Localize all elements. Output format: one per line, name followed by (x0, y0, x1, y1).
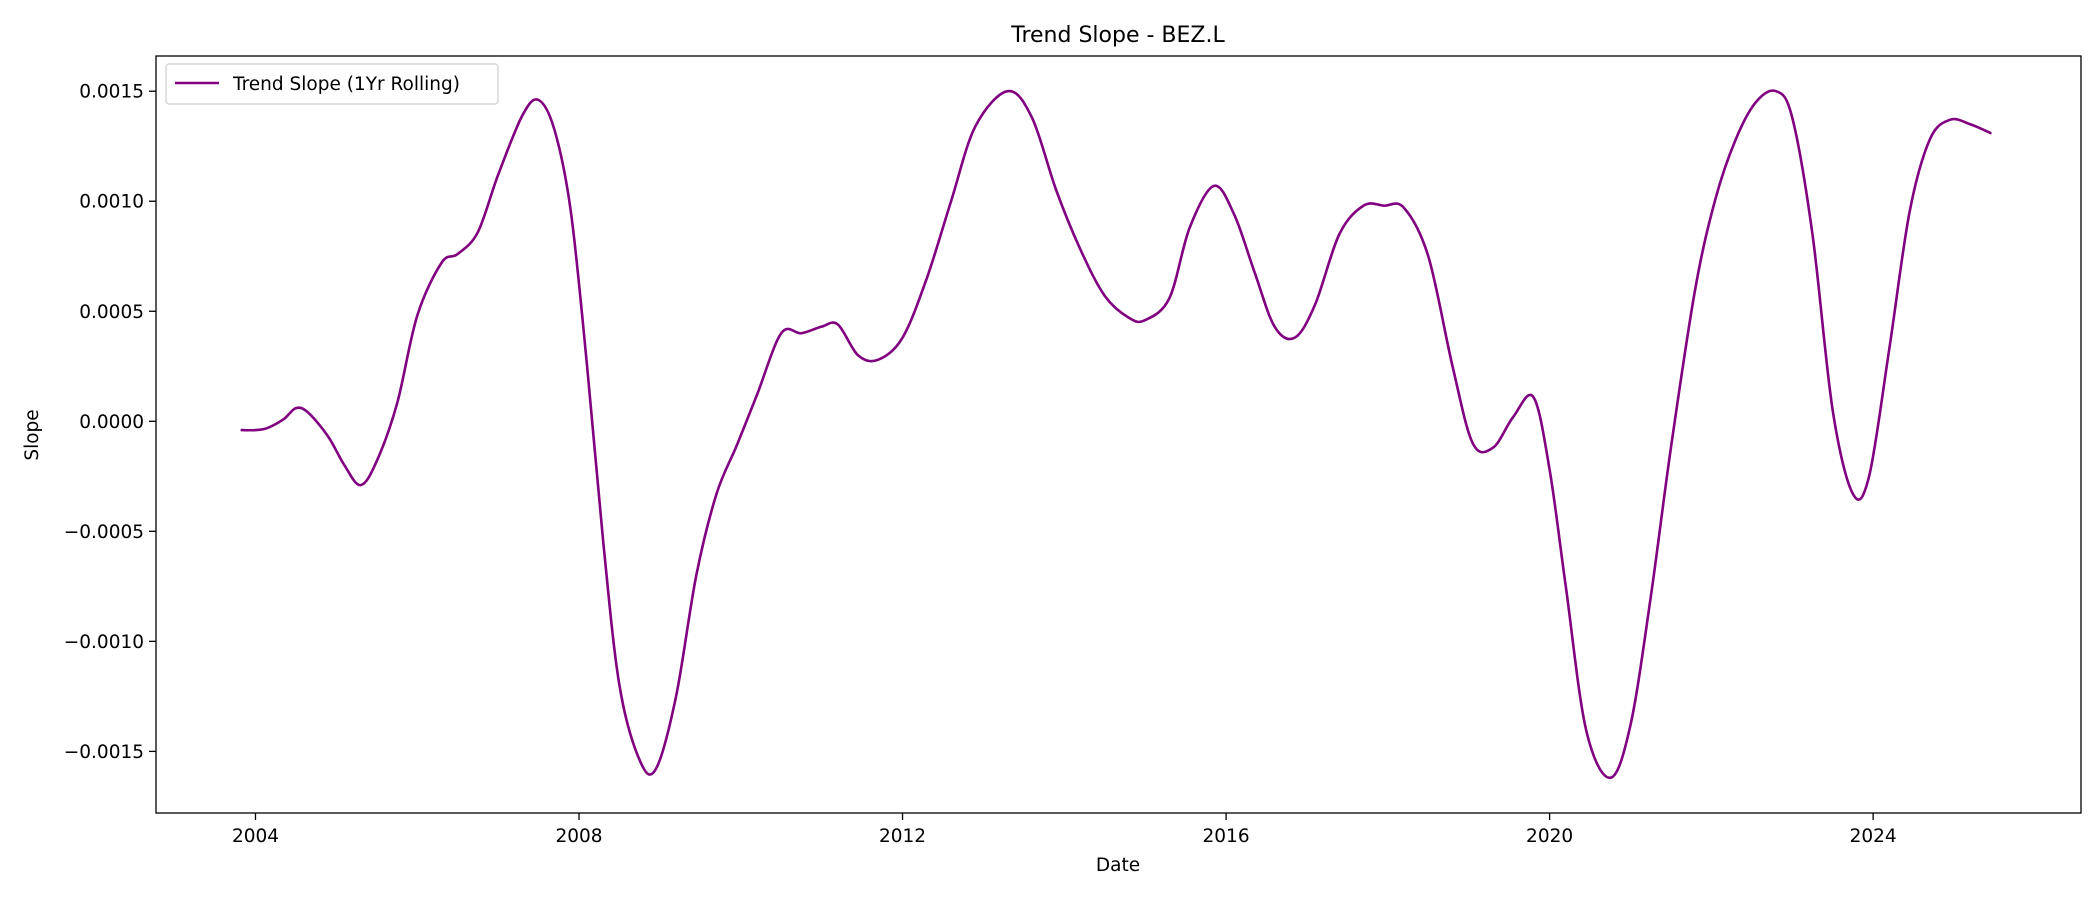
y-tick-label: −0.0010 (64, 632, 144, 653)
y-tick-label: 0.0010 (79, 192, 144, 213)
x-tick-label: 2008 (555, 826, 602, 847)
x-tick-label: 2016 (1203, 826, 1250, 847)
plot-frame (155, 55, 2082, 814)
chart-title: Trend Slope - BEZ.L (1010, 23, 1225, 48)
y-tick-label: 0.0015 (79, 82, 144, 103)
series-line-0 (240, 89, 1992, 780)
y-axis-title: Slope (22, 409, 43, 460)
legend-box (165, 63, 499, 105)
y-tick-label: −0.0005 (64, 522, 144, 543)
legend: Trend Slope (1Yr Rolling) (165, 63, 499, 105)
x-axis-title: Date (1096, 855, 1140, 876)
plot-background (156, 56, 2081, 813)
legend-label: Trend Slope (1Yr Rolling) (232, 74, 460, 95)
x-tick-label: 2020 (1526, 826, 1573, 847)
y-tick-label: −0.0015 (64, 742, 144, 763)
x-tick-label: 2012 (879, 826, 926, 847)
series-layer (240, 89, 1992, 780)
y-axis: 0.0015 0.0010 0.0005 0.0000 −0.0005 −0.0010 −0… (64, 82, 156, 763)
y-tick-label: 0.0000 (79, 412, 144, 433)
x-tick-label: 2024 (1850, 826, 1897, 847)
y-tick-label: 0.0005 (79, 302, 144, 323)
x-axis: 2004 2008 2012 2016 2020 2024 (232, 813, 1897, 847)
x-tick-label: 2004 (232, 826, 279, 847)
